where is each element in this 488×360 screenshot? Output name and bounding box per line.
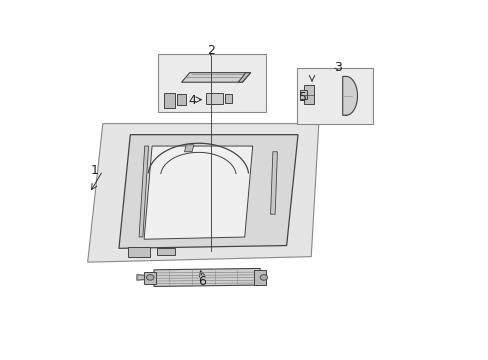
Text: 4: 4 bbox=[187, 94, 195, 107]
Polygon shape bbox=[181, 73, 250, 82]
FancyBboxPatch shape bbox=[144, 272, 156, 284]
Polygon shape bbox=[154, 269, 260, 287]
FancyBboxPatch shape bbox=[304, 85, 313, 104]
Polygon shape bbox=[342, 76, 357, 115]
FancyBboxPatch shape bbox=[158, 54, 265, 112]
Text: 6: 6 bbox=[198, 275, 206, 288]
FancyBboxPatch shape bbox=[254, 270, 265, 285]
Polygon shape bbox=[87, 123, 318, 262]
FancyBboxPatch shape bbox=[299, 90, 306, 99]
Polygon shape bbox=[238, 73, 250, 82]
Polygon shape bbox=[139, 146, 148, 237]
Circle shape bbox=[260, 275, 267, 280]
FancyBboxPatch shape bbox=[206, 93, 222, 104]
Text: 1: 1 bbox=[90, 164, 98, 177]
Text: 3: 3 bbox=[333, 61, 341, 74]
FancyBboxPatch shape bbox=[128, 247, 150, 257]
Text: 2: 2 bbox=[206, 44, 214, 57]
Polygon shape bbox=[184, 145, 194, 152]
Polygon shape bbox=[137, 275, 144, 280]
Polygon shape bbox=[119, 135, 297, 248]
Polygon shape bbox=[270, 152, 277, 214]
Polygon shape bbox=[144, 146, 252, 239]
FancyBboxPatch shape bbox=[157, 248, 175, 255]
FancyBboxPatch shape bbox=[177, 94, 185, 105]
Circle shape bbox=[146, 275, 154, 280]
FancyBboxPatch shape bbox=[164, 93, 175, 108]
Text: 5: 5 bbox=[298, 91, 306, 104]
Polygon shape bbox=[224, 94, 232, 103]
FancyBboxPatch shape bbox=[296, 68, 372, 123]
